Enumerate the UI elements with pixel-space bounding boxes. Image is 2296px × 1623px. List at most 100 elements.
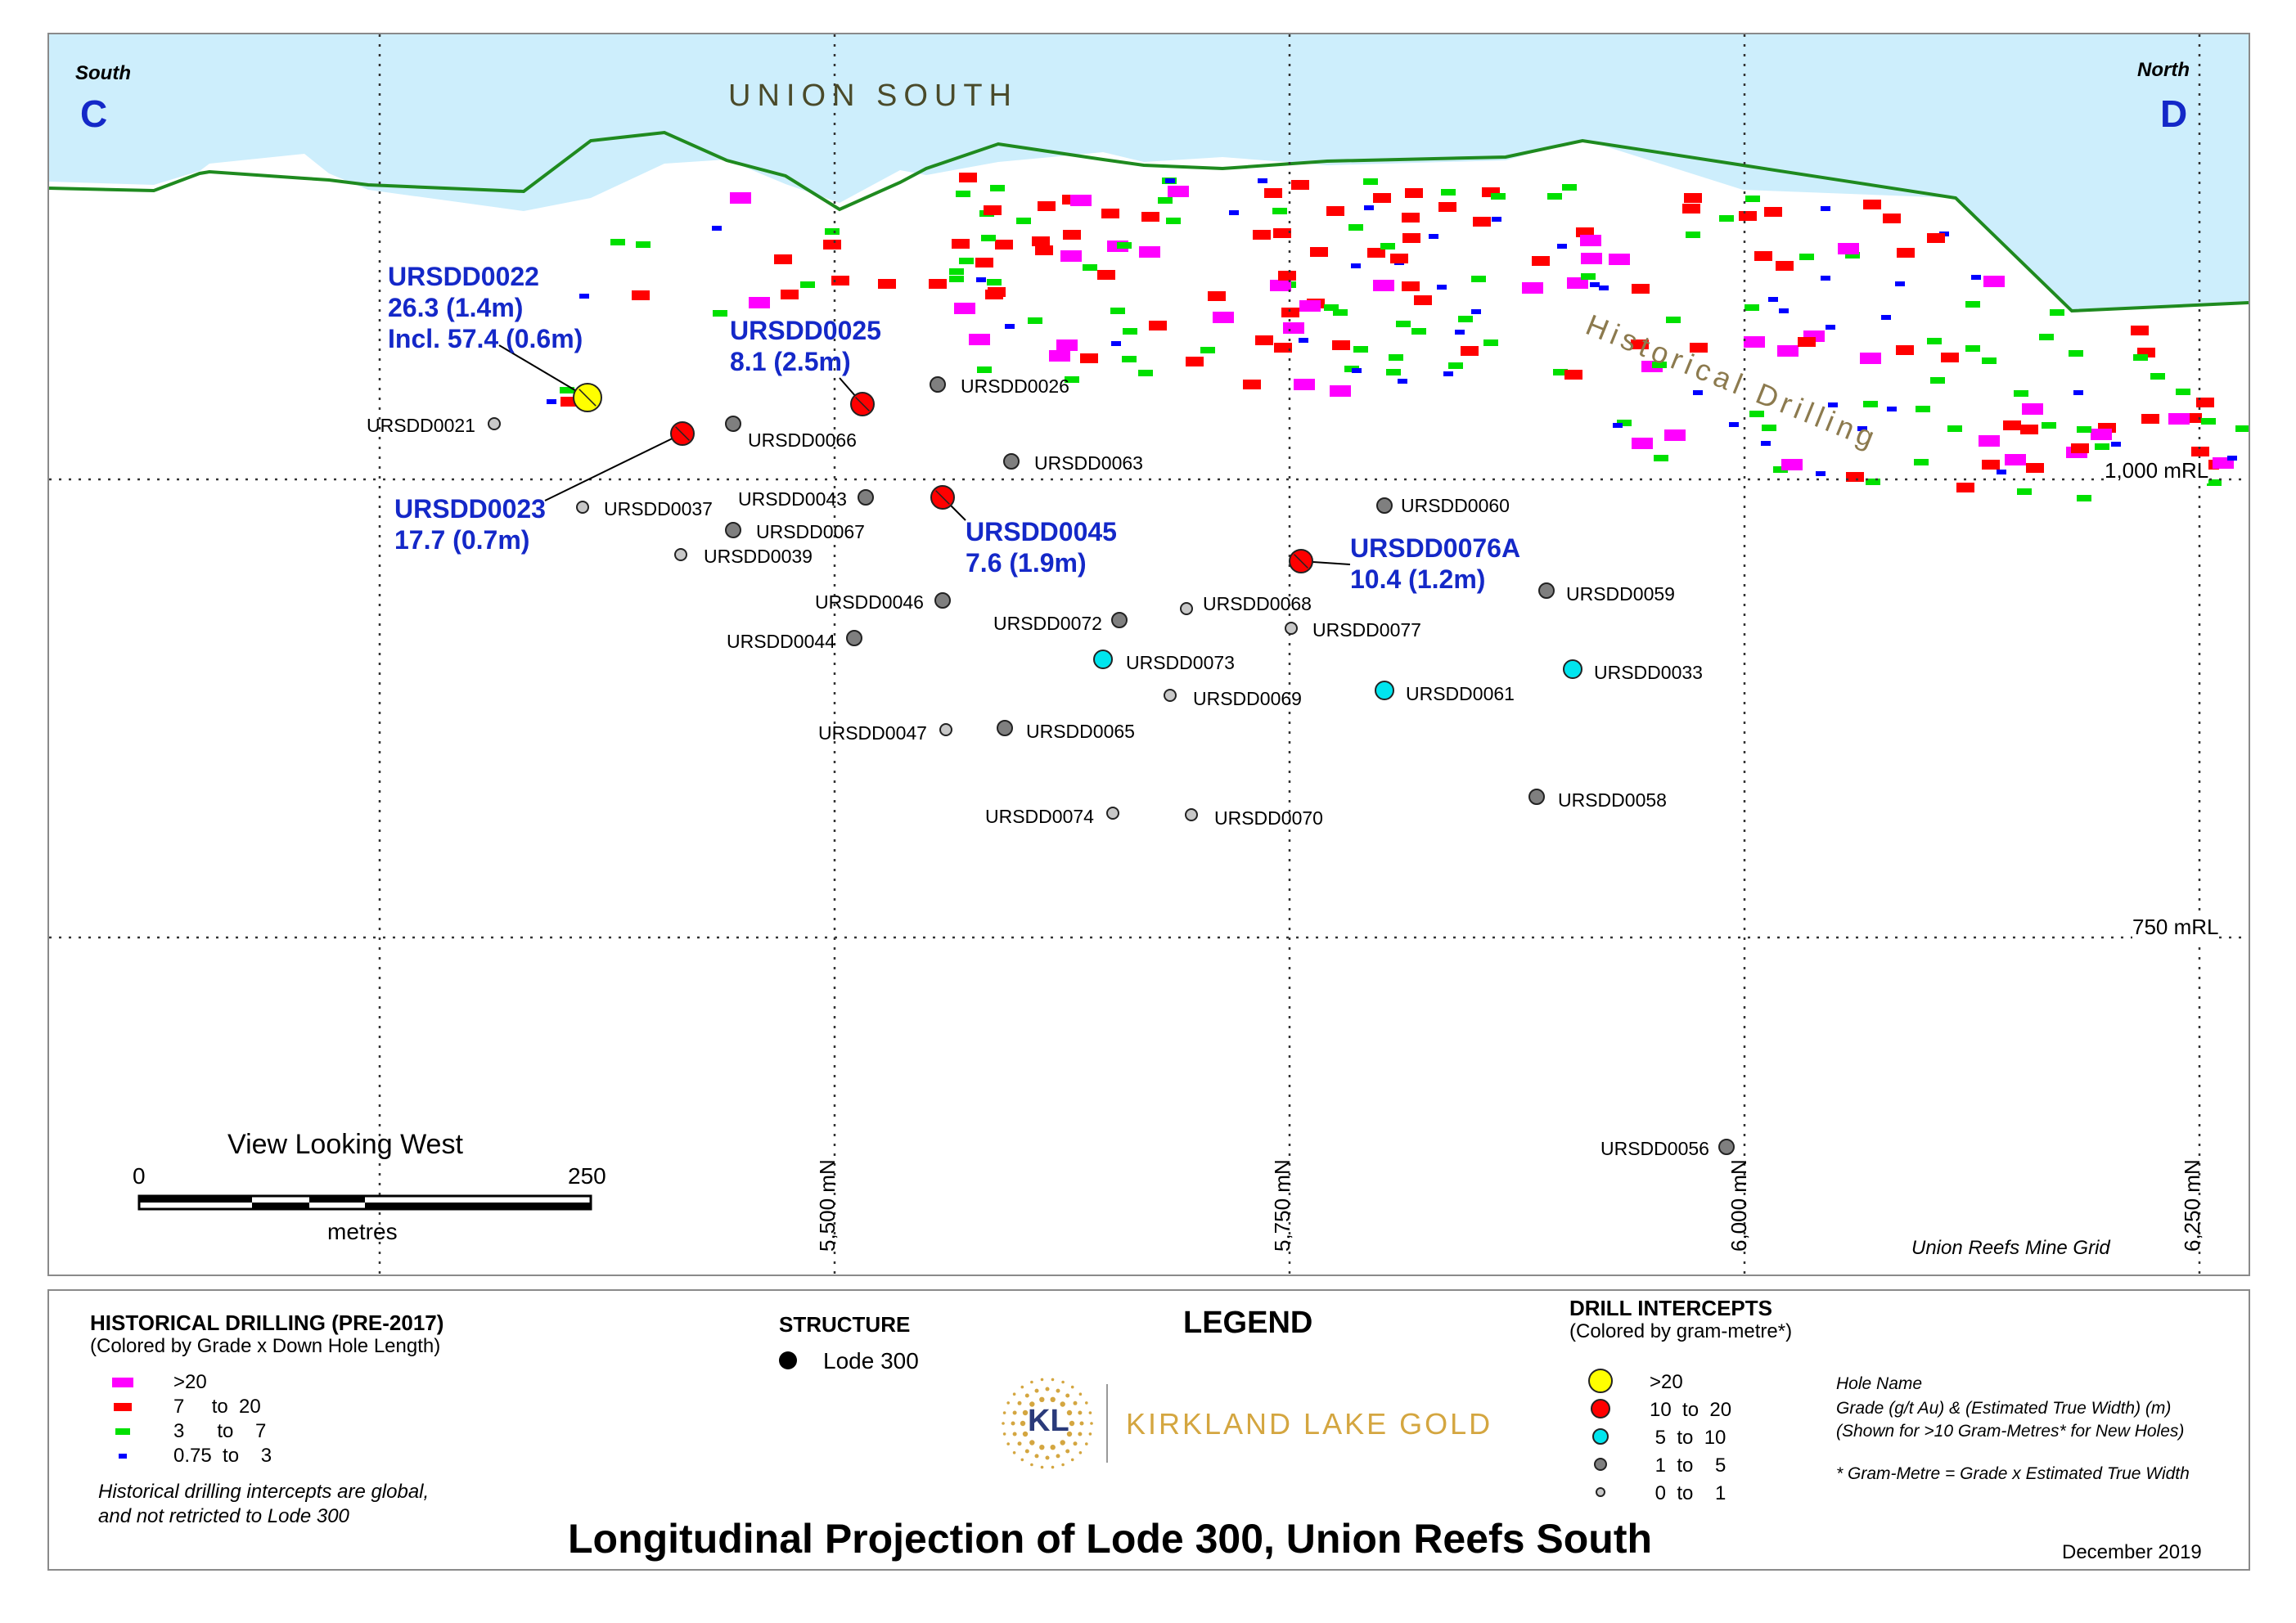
historical-intercept-mark — [954, 303, 975, 314]
historical-intercept-mark — [2235, 425, 2249, 432]
historical-intercept-mark — [1200, 347, 1215, 353]
historical-intercept-mark — [1863, 200, 1881, 209]
historical-intercept-mark — [1405, 188, 1423, 198]
historical-intercept-mark — [1965, 345, 1980, 352]
historical-intercept-mark — [1632, 284, 1650, 294]
historical-intercept-mark — [2005, 454, 2026, 465]
historical-intercept-mark — [878, 279, 896, 289]
drill-hole-trace — [675, 426, 690, 441]
historical-intercept-mark — [1083, 264, 1097, 271]
area-label: UNION SOUTH — [728, 79, 1018, 113]
historical-intercept-mark — [1274, 343, 1292, 353]
historical-intercept-mark — [1567, 277, 1588, 289]
date-label: December 2019 — [2062, 1541, 2202, 1563]
historical-intercept-mark — [1351, 263, 1361, 268]
historical-legend-label: 0.75 to 3 — [173, 1445, 272, 1467]
historical-intercept-mark — [1860, 353, 1881, 364]
historical-intercept-mark — [1609, 254, 1630, 265]
drill-hole-marker — [1003, 453, 1020, 470]
historical-intercept-mark — [1396, 321, 1411, 327]
drill-hole-label: URSDD0033 — [1594, 662, 1703, 683]
historical-note-line2: and not retricted to Lode 300 — [98, 1505, 349, 1527]
historical-intercept-mark — [1348, 224, 1363, 231]
historical-intercept-mark — [1272, 208, 1287, 214]
drill-hole-marker — [1093, 650, 1113, 669]
historical-intercept-mark — [1652, 362, 1667, 368]
historical-intercept-mark — [1060, 250, 1082, 262]
historical-intercept-mark — [1927, 233, 1945, 243]
drill-hole-marker — [1285, 622, 1298, 635]
historical-intercept-mark — [1483, 339, 1498, 346]
north-label: North — [2137, 59, 2190, 81]
historical-intercept-mark — [1441, 189, 1456, 196]
lode-300-label: Lode 300 — [823, 1348, 919, 1373]
historical-intercept-mark — [1690, 343, 1708, 353]
historical-intercept-mark — [632, 290, 650, 300]
historical-intercept-mark — [2141, 414, 2159, 424]
drill-hole-label: URSDD0074 — [985, 806, 1094, 827]
historical-intercept-mark — [1352, 368, 1362, 373]
historical-intercept-mark — [1762, 425, 1776, 431]
historical-intercept-mark — [1373, 193, 1391, 203]
drill-hole-marker — [1111, 612, 1128, 628]
historical-intercept-mark — [1557, 244, 1567, 249]
historical-legend-swatch — [115, 1428, 130, 1435]
historical-intercept-mark — [1947, 425, 1962, 432]
historical-legend-swatch — [119, 1454, 127, 1459]
historical-intercept-mark — [1777, 345, 1799, 357]
historical-intercept-mark — [1729, 422, 1739, 427]
drill-hole-label: URSDD0046 — [815, 591, 924, 613]
drill-holes — [488, 376, 1735, 1155]
historical-intercept-mark — [1895, 281, 1905, 286]
south-label: South — [75, 62, 131, 84]
historical-intercept-mark — [1326, 206, 1344, 216]
callout-leaders — [498, 344, 1351, 565]
intercept-legend-label: 10 to 20 — [1650, 1399, 1732, 1421]
notes-line1: Hole Name — [1836, 1374, 1923, 1393]
historical-intercept-mark — [1278, 271, 1296, 281]
historical-intercept-mark — [984, 205, 1002, 215]
historical-intercept-mark — [2201, 418, 2216, 425]
historical-intercept-mark — [1779, 308, 1789, 313]
historical-intercept-mark — [1883, 214, 1901, 223]
lode-300-swatch — [779, 1351, 797, 1369]
historical-intercept-mark — [1281, 308, 1299, 317]
drill-hole-label: URSDD0056 — [1600, 1138, 1709, 1159]
sky-area — [49, 34, 2249, 311]
historical-intercept-mark — [2095, 443, 2109, 450]
historical-intercept-mark — [1846, 472, 1864, 482]
drill-hole-marker — [1185, 808, 1198, 821]
drill-hole-trace — [1294, 554, 1308, 569]
drill-hole-marker — [1538, 582, 1555, 599]
historical-intercept-mark — [774, 254, 792, 264]
historical-intercept-mark — [800, 281, 815, 288]
historical-intercept-mark — [1781, 459, 1803, 470]
historical-intercept-mark — [1761, 441, 1771, 446]
historical-intercept-mark — [1997, 470, 2006, 474]
historical-legend-label: 3 to 7 — [173, 1420, 267, 1442]
historical-intercept-mark — [1273, 228, 1291, 238]
historical-intercept-mark — [1056, 339, 1078, 351]
historical-intercept-mark — [1138, 370, 1153, 376]
historical-intercept-mark — [1380, 243, 1395, 250]
historical-legend-subtitle: (Colored by Grade x Down Hole Length) — [90, 1335, 441, 1357]
historical-intercept-mark — [2227, 456, 2237, 461]
historical-intercept-mark — [1310, 247, 1328, 257]
historical-intercept-mark — [1471, 276, 1486, 282]
drill-hole-label: URSDD0047 — [818, 722, 927, 744]
historical-intercept-mark — [1719, 215, 1734, 222]
historical-intercept-mark — [1049, 350, 1070, 362]
historical-intercept-mark — [1916, 406, 1930, 412]
scale-bar — [137, 1194, 592, 1211]
historical-intercept-mark — [1038, 201, 1056, 211]
historical-intercept-mark — [1914, 459, 1929, 465]
historical-intercept-mark — [2191, 447, 2209, 456]
callout-grade: 8.1 (2.5m) — [730, 347, 851, 376]
historical-intercept-mark — [1291, 180, 1309, 190]
historical-intercept-mark — [1402, 213, 1420, 223]
drill-hole-marker — [997, 720, 1013, 736]
callout-hole-name: URSDD0022 — [388, 262, 539, 291]
historical-intercept-mark — [1896, 345, 1914, 355]
historical-intercept-mark — [1927, 338, 1942, 344]
